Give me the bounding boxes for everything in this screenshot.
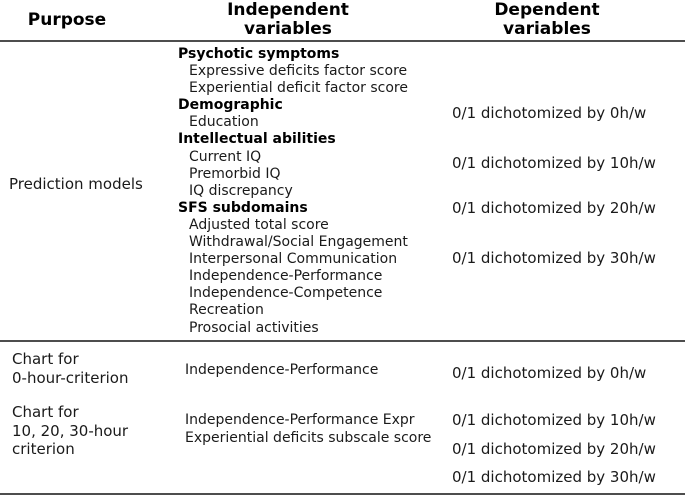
iv-group-sfs-subdomains: SFS subdomains (178, 199, 308, 216)
dv-prediction-20hw: 0/1 dichotomized by 20h/w (452, 199, 656, 217)
iv-item-interpersonal-communication: Interpersonal Communication (189, 251, 398, 268)
column-header-independent-variables: Independent variables (188, 1, 388, 39)
iv-item-independence-performance: Independence-Performance (189, 268, 383, 285)
purpose-chart-0-hour-line2: 0-hour-criterion (12, 368, 129, 387)
dv-prediction-10hw: 0/1 dichotomized by 10h/w (452, 154, 656, 172)
dv-chart123-10hw: 0/1 dichotomized by 10h/w (452, 411, 656, 429)
column-header-independent-line1: Independent (227, 0, 349, 20)
iv-group-demographic: Demographic (178, 97, 283, 114)
iv-chart123-list: Independence-Performance Expr Experienti… (185, 411, 431, 447)
dv-prediction-0hw: 0/1 dichotomized by 0h/w (452, 104, 647, 122)
bottom-rule (0, 493, 685, 495)
iv-item-recreation: Recreation (189, 302, 264, 319)
iv-item-iq-discrepancy: IQ discrepancy (189, 182, 293, 199)
iv-item-education: Education (189, 114, 259, 131)
column-header-purpose: Purpose (27, 10, 107, 30)
iv-item-withdrawal-social-engagement: Withdrawal/Social Engagement (189, 234, 408, 251)
iv-item-premorbid-iq: Premorbid IQ (189, 165, 281, 182)
purpose-chart-10-20-30-hour: Chart for 10, 20, 30-hour criterion (12, 403, 128, 459)
dv-chart123-30hw: 0/1 dichotomized by 30h/w (452, 468, 656, 486)
header-divider-rule (0, 40, 685, 42)
dv-chart123-20hw: 0/1 dichotomized by 20h/w (452, 440, 656, 458)
purpose-chart-10-20-30-line2: 10, 20, 30-hour (12, 421, 129, 440)
purpose-chart-0-hour: Chart for 0-hour-criterion (12, 350, 128, 387)
column-header-independent-line2: variables (244, 19, 332, 39)
iv-item-prosocial-activities: Prosocial activities (189, 319, 319, 336)
iv-item-adjusted-total-score: Adjusted total score (189, 216, 329, 233)
iv-chart0-independence-performance: Independence-Performance (185, 362, 379, 378)
column-header-dependent-line1: Dependent (494, 0, 600, 20)
column-header-dependent-line2: variables (503, 19, 591, 39)
purpose-prediction-models: Prediction models (9, 175, 143, 193)
independent-variables-list: Psychotic symptoms Expressive deficits f… (178, 46, 450, 337)
iv-item-expressive-deficits-factor-score: Expressive deficits factor score (189, 63, 408, 80)
iv-group-intellectual-abilities: Intellectual abilities (178, 131, 336, 148)
purpose-chart-0-hour-line1: Chart for (12, 350, 79, 368)
dv-chart0-0hw: 0/1 dichotomized by 0h/w (452, 364, 647, 382)
iv-item-current-iq: Current IQ (189, 148, 262, 165)
section-divider-rule (0, 340, 685, 342)
iv-chart123-independence-performance-expr: Independence-Performance Expr (185, 412, 415, 428)
iv-item-experiential-deficit-factor-score: Experiential deficit factor score (189, 80, 408, 97)
iv-group-psychotic-symptoms: Psychotic symptoms (178, 46, 340, 62)
purpose-chart-10-20-30-line1: Chart for (12, 403, 79, 421)
iv-item-independence-competence: Independence-Competence (189, 285, 383, 302)
purpose-chart-10-20-30-line3: criterion (12, 440, 75, 458)
iv-chart123-experiential-deficits-subscale: Experiential deficits subscale score (185, 430, 432, 446)
dv-prediction-30hw: 0/1 dichotomized by 30h/w (452, 249, 656, 267)
column-header-dependent-variables: Dependent variables (447, 1, 647, 39)
